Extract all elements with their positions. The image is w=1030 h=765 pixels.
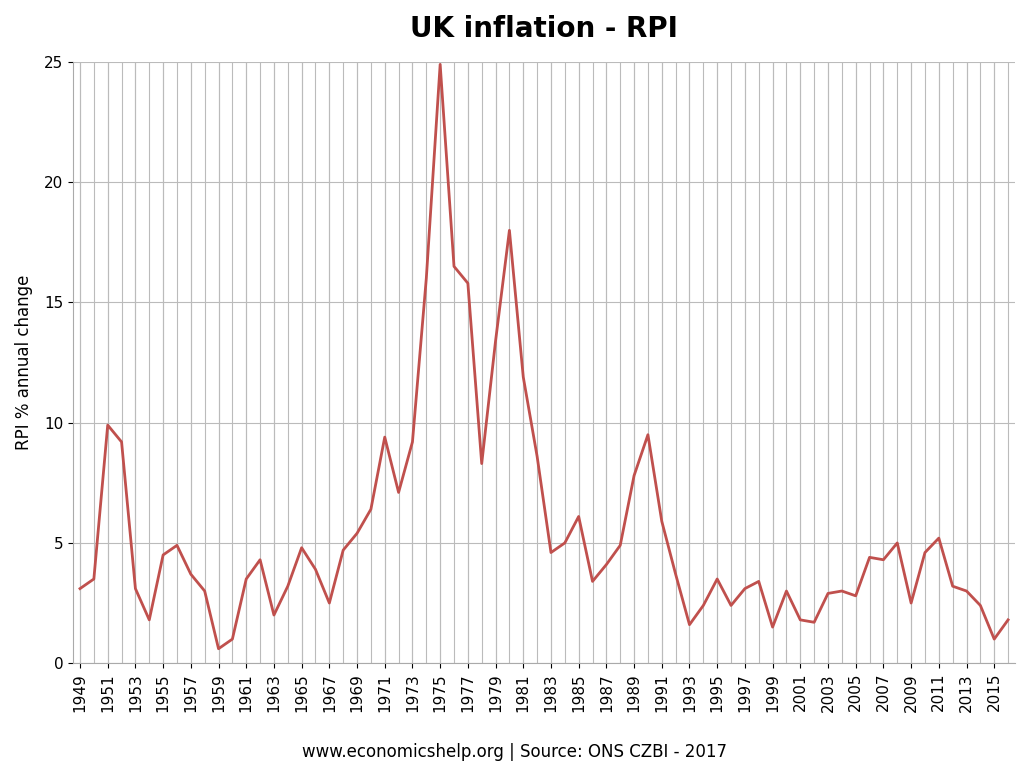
Y-axis label: RPI % annual change: RPI % annual change xyxy=(15,275,33,451)
Title: UK inflation - RPI: UK inflation - RPI xyxy=(410,15,678,43)
Text: www.economicshelp.org | Source: ONS CZBI - 2017: www.economicshelp.org | Source: ONS CZBI… xyxy=(303,744,727,761)
